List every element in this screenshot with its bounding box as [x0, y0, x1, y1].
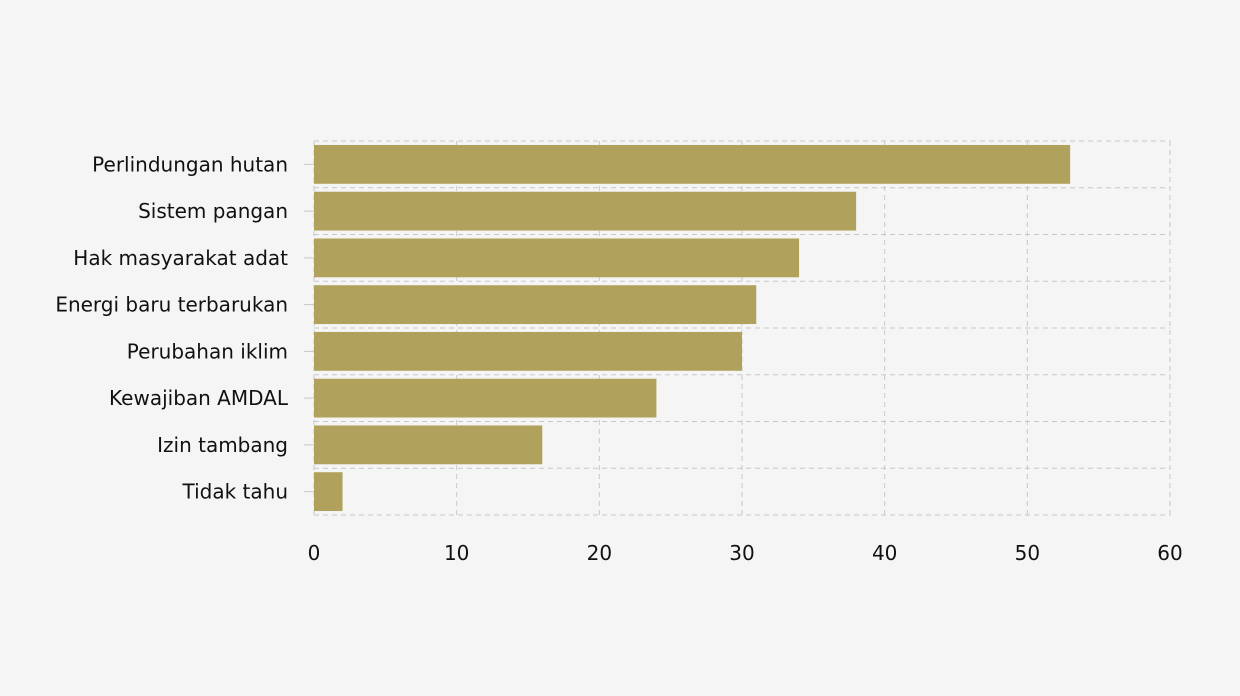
category-label: Hak masyarakat adat: [73, 246, 288, 270]
bar: [314, 425, 543, 465]
x-tick-label: 50: [1015, 541, 1040, 565]
bars: [314, 144, 1071, 512]
x-tick-label: 60: [1157, 541, 1182, 565]
bar: [314, 238, 800, 278]
x-tick-label: 10: [444, 541, 469, 565]
x-axis-ticks: 0 10 20 30 40 50 60: [308, 541, 1183, 565]
category-label: Perlindungan hutan: [92, 152, 288, 176]
bar: [314, 144, 1071, 184]
category-labels: Perlindungan hutan Sistem pangan Hak masya…: [55, 152, 289, 503]
category-label: Energi baru terbarukan: [55, 293, 288, 317]
bar: [314, 285, 757, 325]
category-label: Sistem pangan: [138, 199, 288, 223]
x-tick-label: 30: [729, 541, 754, 565]
category-label: Tidak tahu: [182, 480, 289, 504]
category-label: Kewajiban AMDAL: [109, 386, 289, 410]
category-label: Izin tambang: [157, 433, 288, 457]
bar: [314, 378, 657, 418]
x-tick-label: 20: [587, 541, 612, 565]
category-label: Perubahan iklim: [127, 339, 288, 363]
grid: [304, 140, 1171, 516]
x-tick-label: 40: [872, 541, 897, 565]
bar: [314, 191, 857, 231]
bar: [314, 331, 742, 371]
bar: [314, 472, 343, 512]
x-tick-label: 0: [308, 541, 321, 565]
